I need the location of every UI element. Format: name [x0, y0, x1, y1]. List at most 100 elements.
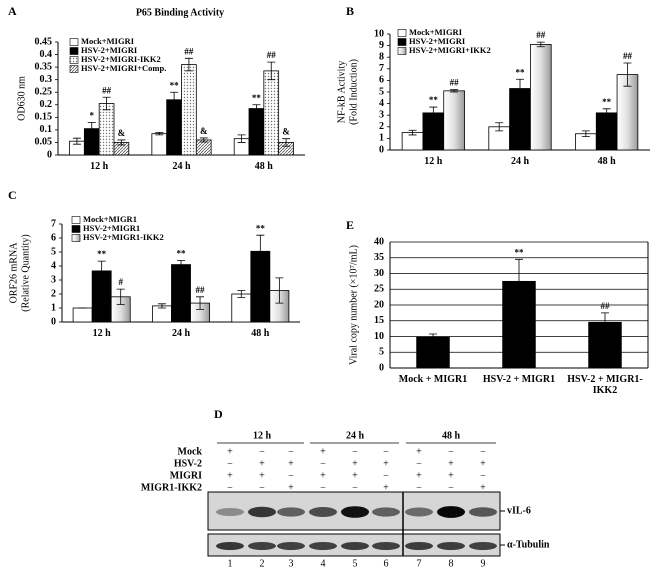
band	[405, 507, 433, 517]
sign: −	[288, 446, 294, 457]
bar	[151, 133, 168, 156]
error-bar	[408, 129, 417, 136]
y-tick-label: 0	[51, 316, 56, 327]
significance-label: ##	[601, 301, 611, 311]
row-label: HSV-2	[174, 458, 202, 469]
sign: +	[320, 470, 326, 481]
y-axis-label: Viral copy number (×10⁷/mL)	[348, 245, 359, 365]
y-tick-label: 1	[379, 133, 384, 144]
legend-label: Mock+MIGRI	[81, 36, 135, 46]
y-axis-label: NF-kB Activity	[336, 61, 347, 124]
legend-swatch	[397, 38, 407, 46]
x-tick-label: Mock + MIGR1	[398, 374, 468, 385]
y-tick-label: 25	[374, 284, 384, 295]
lane-number: 3	[289, 558, 294, 569]
y-tick-label: 0.1	[40, 124, 53, 135]
sign: +	[416, 470, 422, 481]
bar	[72, 307, 93, 323]
error-bar	[429, 106, 438, 120]
y-tick-label: 0	[379, 362, 384, 373]
significance-label: **	[429, 95, 439, 105]
sign: +	[480, 458, 486, 469]
significance-label: ##	[196, 285, 206, 295]
bar	[248, 108, 265, 156]
row-label: MIGRI	[170, 470, 202, 481]
error-bar	[196, 296, 205, 310]
error-bar	[237, 290, 246, 298]
y-tick-label: 35	[374, 252, 384, 263]
x-tick-fo: HSV-2 + MIGR1-IKK2	[567, 374, 643, 396]
y-tick-label: 0	[379, 144, 384, 155]
band	[437, 542, 465, 550]
sign: −	[320, 458, 326, 469]
error-bar	[516, 78, 524, 99]
band	[469, 507, 497, 517]
sign: +	[259, 458, 265, 469]
y-tick-label: 6	[379, 75, 384, 86]
significance-label: **	[177, 248, 187, 258]
bar	[231, 293, 252, 323]
legend-label: HSV-2+MIGRI	[81, 45, 138, 55]
significance-label: &	[282, 127, 290, 137]
x-tick-label: 12 h	[424, 156, 443, 167]
error-bar	[602, 108, 611, 118]
legend-swatch	[69, 38, 79, 46]
error-bar	[155, 132, 164, 136]
lane-number: 8	[449, 558, 454, 569]
bar	[530, 44, 552, 151]
x-tick-label: 24 h	[171, 328, 191, 339]
y-tick-label: 7	[51, 218, 56, 229]
band	[372, 507, 400, 517]
sign: +	[480, 482, 486, 493]
sign: −	[259, 482, 265, 493]
row-label: Mock	[178, 446, 203, 457]
error-bar	[267, 61, 276, 81]
band	[341, 506, 369, 518]
significance-label: ##	[450, 78, 460, 88]
x-tick-fo: 24 h	[172, 161, 190, 172]
sign: +	[320, 446, 326, 457]
x-tick-fo: Mock + MIGR1	[398, 374, 468, 385]
x-tick-label: HSV-2 + MIGR1-IKK2	[567, 374, 643, 396]
error-bar	[495, 122, 504, 132]
lane-number: 4	[321, 558, 326, 569]
x-tick-fo: 48 h	[598, 156, 616, 167]
panel-letter: E	[346, 218, 354, 232]
band	[277, 542, 305, 550]
sign: −	[352, 482, 358, 493]
x-tick-fo: HSV-2 + MIGR1	[483, 374, 555, 385]
y-tick-label: 0.45	[35, 36, 53, 47]
bar	[416, 336, 450, 369]
x-tick-fo: 48 h	[255, 161, 273, 172]
row-label: MIGR1-IKK2	[141, 482, 202, 493]
band	[341, 542, 369, 550]
legend-label: HSV-2+MIGRI+Comp.	[81, 63, 166, 73]
significance-label: ##	[184, 46, 194, 56]
x-tick-fo: 24 h	[171, 328, 191, 339]
x-tick-label: 24 h	[510, 156, 530, 167]
sign: −	[448, 482, 454, 493]
sign: −	[320, 482, 326, 493]
band	[277, 507, 305, 517]
sign: −	[480, 470, 486, 481]
y-tick-label: 5	[379, 86, 384, 97]
significance-label: &	[118, 128, 126, 138]
time-label: 24 h	[346, 430, 365, 441]
band	[469, 542, 497, 550]
significance-label: **	[602, 97, 612, 107]
x-tick-fo: 12 h	[93, 328, 111, 339]
significance-label: **	[516, 67, 526, 77]
significance-label: ##	[623, 51, 633, 61]
sign: +	[383, 482, 389, 493]
bar	[166, 99, 182, 156]
error-bar	[199, 137, 208, 143]
y-tick-label: 5	[51, 246, 56, 257]
y-tick-label: 10	[374, 331, 384, 342]
y-tick-label: 0.05	[35, 137, 53, 148]
lane-number: 2	[260, 558, 265, 569]
y-tick-label: 5	[379, 347, 384, 358]
sign: +	[227, 470, 233, 481]
significance-label: **	[170, 80, 180, 90]
